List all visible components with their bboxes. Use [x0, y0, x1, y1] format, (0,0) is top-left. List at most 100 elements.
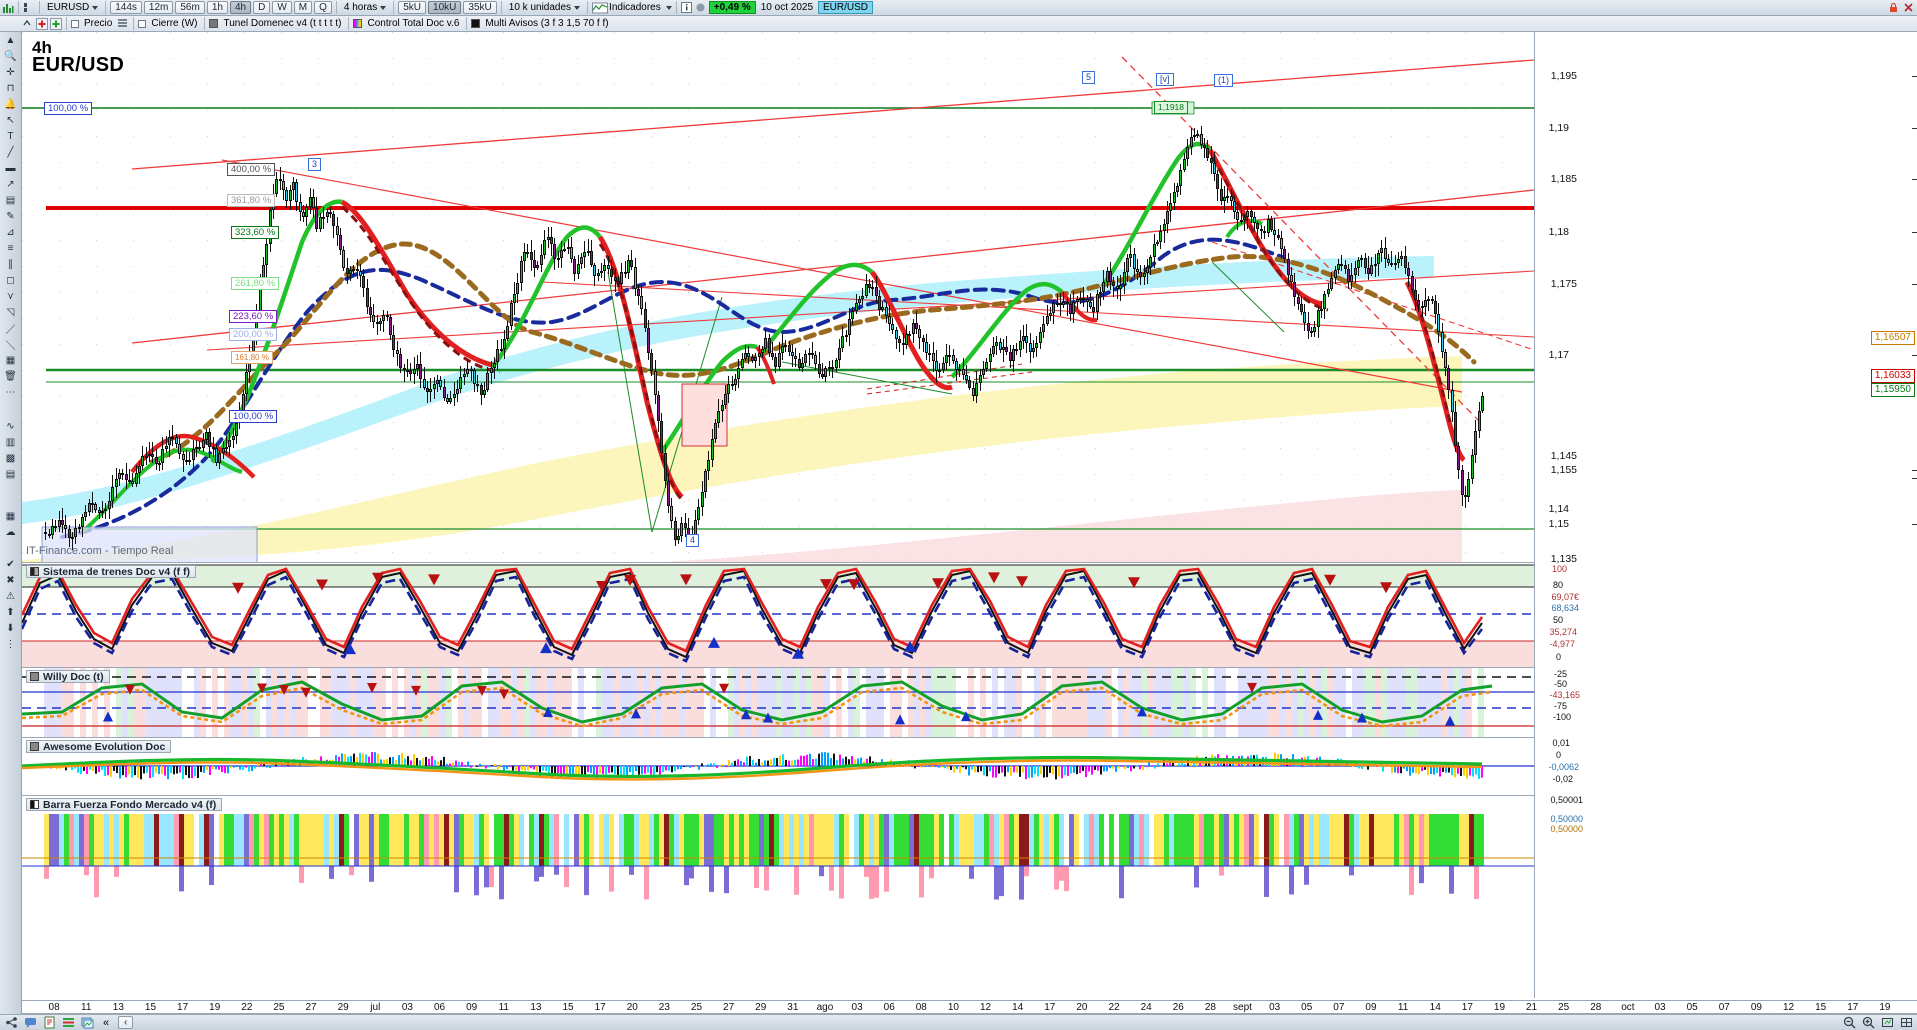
red-line-icon[interactable]: ＼: [5, 341, 16, 352]
pane-awesome-evolution[interactable]: Awesome Evolution Doc: [22, 737, 1534, 796]
indicator-multi-avisos[interactable]: Multi Avisos (3 f 3 1,5 70 f f): [485, 18, 609, 29]
indicator-control-total[interactable]: Control Total Doc v.6: [367, 18, 460, 29]
pane-title-sistema[interactable]: Sistema de trenes Doc v4 (f f): [26, 565, 197, 578]
pane-willy-doc[interactable]: Willy Doc (t): [22, 667, 1534, 738]
comment-icon[interactable]: [23, 1016, 37, 1029]
zoom-in-icon[interactable]: [1861, 1016, 1875, 1029]
pane-title-awesome[interactable]: Awesome Evolution Doc: [26, 740, 172, 753]
arrow-up-icon[interactable]: ⬆: [6, 607, 15, 618]
timeframe-w[interactable]: W: [272, 1, 292, 14]
indicator-curve-icon[interactable]: [592, 2, 609, 14]
pane-title-willy[interactable]: Willy Doc (t): [26, 670, 110, 683]
timeframe-q[interactable]: Q: [314, 1, 332, 14]
fib-tag-36180: 361,80 %: [227, 194, 276, 207]
more-icon[interactable]: ⋮: [5, 639, 16, 650]
chevrons-left-icon[interactable]: «: [102, 1016, 110, 1029]
fan-icon[interactable]: ⋎: [6, 291, 15, 302]
dots-icon[interactable]: ⋯: [5, 387, 16, 398]
timeframe-1h[interactable]: 1h: [206, 1, 228, 14]
list-icon[interactable]: [117, 18, 129, 30]
layers-icon[interactable]: ▦: [5, 355, 16, 366]
ruler-icon[interactable]: ⊿: [6, 227, 15, 238]
pane-title-barra[interactable]: Barra Fuerza Fondo Mercado v4 (f): [26, 798, 223, 811]
add-green-icon[interactable]: [50, 17, 62, 30]
indicator-tunel-domenec[interactable]: Tunel Domenec v4 (t t t t t): [223, 18, 342, 29]
indicator2-icon[interactable]: ▩: [5, 453, 16, 464]
timeframe-144s[interactable]: 144s: [110, 1, 142, 14]
indicator1-icon[interactable]: ▥: [5, 437, 16, 448]
trendline-icon[interactable]: ╱: [7, 147, 14, 158]
chart-bars-icon[interactable]: [2, 2, 14, 14]
price-pane[interactable]: 4h EUR/USD IT-Finance.com - Tiempo Real …: [22, 32, 1534, 562]
scale-sistema-4977: -4,977: [1549, 639, 1575, 649]
arrow-icon[interactable]: ↗: [6, 179, 15, 190]
qty-10ku[interactable]: 10kU: [428, 1, 462, 14]
qty-35ku[interactable]: 35kU: [463, 1, 497, 14]
check-icon[interactable]: ✔: [6, 559, 15, 570]
cross-red-icon[interactable]: ✖: [6, 575, 15, 586]
date-axis-label: 20: [1076, 1002, 1088, 1013]
close-w-checkbox[interactable]: [138, 19, 147, 28]
lock-icon[interactable]: [1888, 2, 1900, 14]
timeframe-12m[interactable]: 12m: [143, 1, 174, 14]
indicator3-icon[interactable]: ▤: [5, 469, 16, 480]
zigzag-icon[interactable]: ∿: [6, 421, 15, 432]
channel-icon[interactable]: ∥: [8, 259, 13, 270]
chart-canvas[interactable]: 4h EUR/USD IT-Finance.com - Tiempo Real …: [22, 32, 1917, 999]
hline-icon[interactable]: ▬: [5, 163, 16, 174]
period-selector[interactable]: 4 horas: [341, 1, 389, 14]
warning-icon[interactable]: ⚠: [6, 591, 15, 602]
window-icon[interactable]: [80, 1016, 94, 1029]
timeframe-m[interactable]: M: [293, 1, 313, 14]
date-axis-label: 06: [883, 1002, 895, 1013]
chevron-left-icon[interactable]: ‹: [118, 1016, 134, 1029]
indicators-label[interactable]: Indicadores: [609, 2, 661, 13]
units-selector[interactable]: 10 k unidades: [506, 1, 583, 14]
pane-title-label: Sistema de trenes Doc v4 (f f): [43, 565, 191, 578]
date-axis[interactable]: 08 11 13 15 17 19 22 25 27 29 jul 03 06 09 11 13 15 17 20 2…: [22, 1000, 1917, 1014]
date-axis-label: 25: [1558, 1002, 1570, 1013]
pane-barra-fuerza[interactable]: Barra Fuerza Fondo Mercado v4 (f): [22, 795, 1534, 999]
gann-icon[interactable]: ◹: [6, 307, 15, 318]
text-box-icon[interactable]: ▤: [5, 195, 16, 206]
close-icon[interactable]: [1903, 2, 1915, 14]
timeframe-4h[interactable]: 4h: [229, 1, 252, 14]
layout-grid-icon[interactable]: [23, 2, 35, 14]
note-icon[interactable]: [42, 1016, 56, 1029]
scale-willy-25: -25: [1553, 669, 1567, 679]
zoom-out-icon[interactable]: [1842, 1016, 1856, 1029]
text-tool-icon[interactable]: T: [7, 131, 14, 142]
timeframe-56m[interactable]: 56m: [175, 1, 205, 14]
rainbow-icon[interactable]: ▦: [5, 511, 16, 522]
add-red-icon[interactable]: [36, 17, 48, 30]
fit-icon[interactable]: [1880, 1016, 1894, 1029]
chevron-down-icon[interactable]: [665, 5, 672, 10]
date-axis-label: 25: [690, 1002, 703, 1013]
price-checkbox[interactable]: [71, 19, 79, 28]
cloud-icon[interactable]: ☁: [5, 527, 16, 538]
pane-sistema-de-trenes[interactable]: Sistema de trenes Doc v4 (f f): [22, 562, 1534, 668]
info-icon[interactable]: [680, 1, 693, 14]
pen-icon[interactable]: ✎: [6, 211, 15, 222]
cursor-icon[interactable]: ↖: [6, 115, 15, 126]
chevron-up-icon[interactable]: ▲: [5, 35, 16, 46]
bell-icon[interactable]: 🔔: [4, 99, 17, 110]
chevron-down-icon: [92, 5, 99, 10]
symbol-selector[interactable]: EURUSD: [44, 1, 101, 14]
qty-5ku[interactable]: 5kU: [398, 1, 427, 14]
green-line-icon[interactable]: ／: [5, 325, 16, 336]
magnet-icon[interactable]: ⊓: [6, 83, 15, 94]
arrow-down-icon[interactable]: ⬇: [6, 623, 15, 634]
search-icon[interactable]: 🔍: [4, 51, 17, 62]
price-axis[interactable]: 1,195 1,19 1,185 1,18 1,175 1,17 1,155 1…: [1534, 32, 1917, 998]
circle-icon[interactable]: [695, 2, 707, 14]
share-icon[interactable]: [4, 1016, 18, 1029]
chevron-up-icon[interactable]: [22, 18, 34, 30]
crosshair-icon[interactable]: ✛: [6, 67, 15, 78]
shapes-icon[interactable]: ◻: [6, 275, 15, 286]
fib-icon[interactable]: ≡: [7, 243, 14, 254]
ladder-icon[interactable]: [61, 1016, 75, 1029]
delete-icon[interactable]: 🗑: [4, 371, 17, 382]
timeframe-d[interactable]: D: [253, 1, 271, 14]
grid-icon[interactable]: [1899, 1016, 1913, 1029]
